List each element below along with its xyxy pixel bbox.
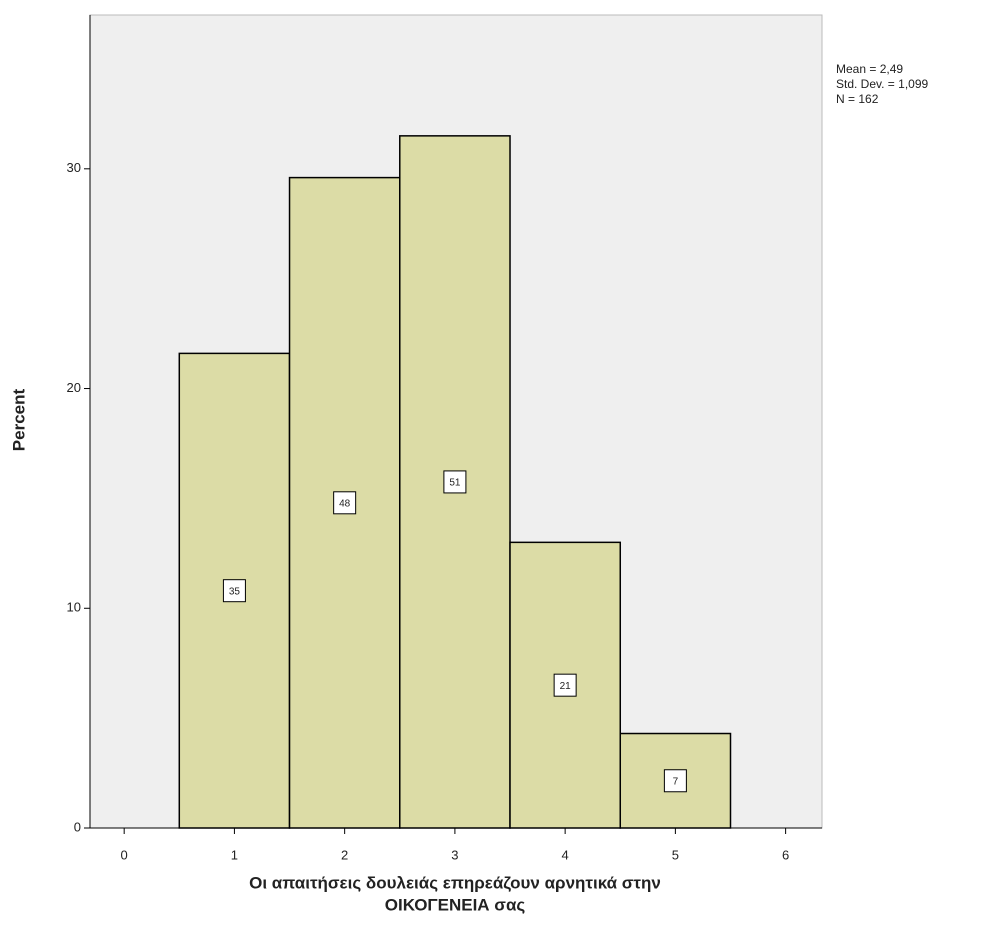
stat-annotation: N = 162 — [836, 92, 879, 106]
data-label: 35 — [229, 586, 241, 597]
x-axis-label: ΟΙΚΟΓΕΝΕΙΑ σας — [385, 895, 526, 914]
x-tick-label: 0 — [121, 847, 128, 862]
stat-annotation: Std. Dev. = 1,099 — [836, 77, 928, 91]
x-tick-label: 5 — [672, 847, 679, 862]
label-box — [443, 470, 467, 494]
x-tick-label: 4 — [562, 847, 569, 862]
y-tick-label: 30 — [67, 160, 81, 175]
stat-annotation: Mean = 2,49 — [836, 62, 903, 76]
y-axis-label: Percent — [9, 388, 28, 451]
label-box — [553, 673, 577, 697]
data-label: 7 — [673, 776, 679, 787]
x-tick-label: 2 — [341, 847, 348, 862]
x-tick-label: 1 — [231, 847, 238, 862]
x-tick-label: 3 — [451, 847, 458, 862]
data-label: 48 — [339, 498, 351, 509]
x-tick-label: 6 — [782, 847, 789, 862]
label-box — [222, 579, 246, 603]
data-label: 21 — [560, 681, 572, 692]
data-label: 51 — [449, 478, 461, 489]
y-tick-label: 20 — [67, 380, 81, 395]
x-axis-label: Οι απαιτήσεις δουλειάς επηρεάζουν αρνητι… — [249, 873, 661, 892]
label-box — [333, 491, 357, 515]
label-box — [663, 769, 687, 793]
y-tick-label: 0 — [74, 819, 81, 834]
y-tick-label: 10 — [67, 600, 81, 615]
